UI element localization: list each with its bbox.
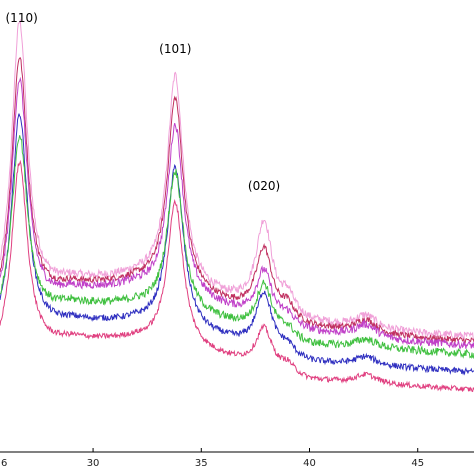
series-layer [0,18,474,393]
series-line-4 [0,113,474,376]
x-tick-label: 30 [87,458,100,469]
series-line-6 [0,159,474,393]
x-tick-label: 35 [195,458,208,469]
series-line-3 [0,76,474,349]
x-tick-label: 45 [411,458,424,469]
peak-annotations: (110) (101) (020) [6,11,281,193]
series-line-2 [0,57,474,345]
peak-annotation: (110) [6,11,38,25]
series-line-5 [0,135,474,359]
x-tick-label-edge: 6 [1,458,7,469]
x-axis-ticks: 30 35 40 45 6 [1,448,424,469]
series-line-1 [0,18,474,341]
peak-annotation: (020) [248,179,280,193]
peak-annotation: (101) [159,42,191,56]
x-tick-label: 40 [303,458,316,469]
